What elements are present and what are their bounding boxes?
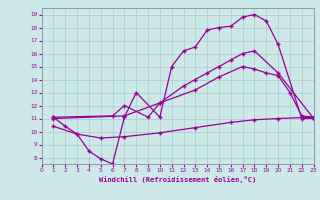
- X-axis label: Windchill (Refroidissement éolien,°C): Windchill (Refroidissement éolien,°C): [99, 176, 256, 183]
